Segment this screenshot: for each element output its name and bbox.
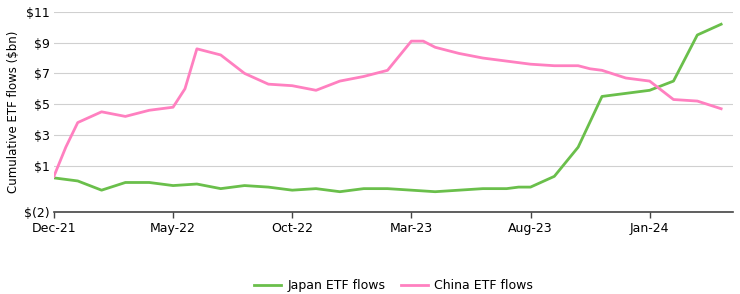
Legend: Japan ETF flows, China ETF flows: Japan ETF flows, China ETF flows xyxy=(249,274,538,294)
Y-axis label: Cumulative ETF flows ($bn): Cumulative ETF flows ($bn) xyxy=(7,31,20,193)
